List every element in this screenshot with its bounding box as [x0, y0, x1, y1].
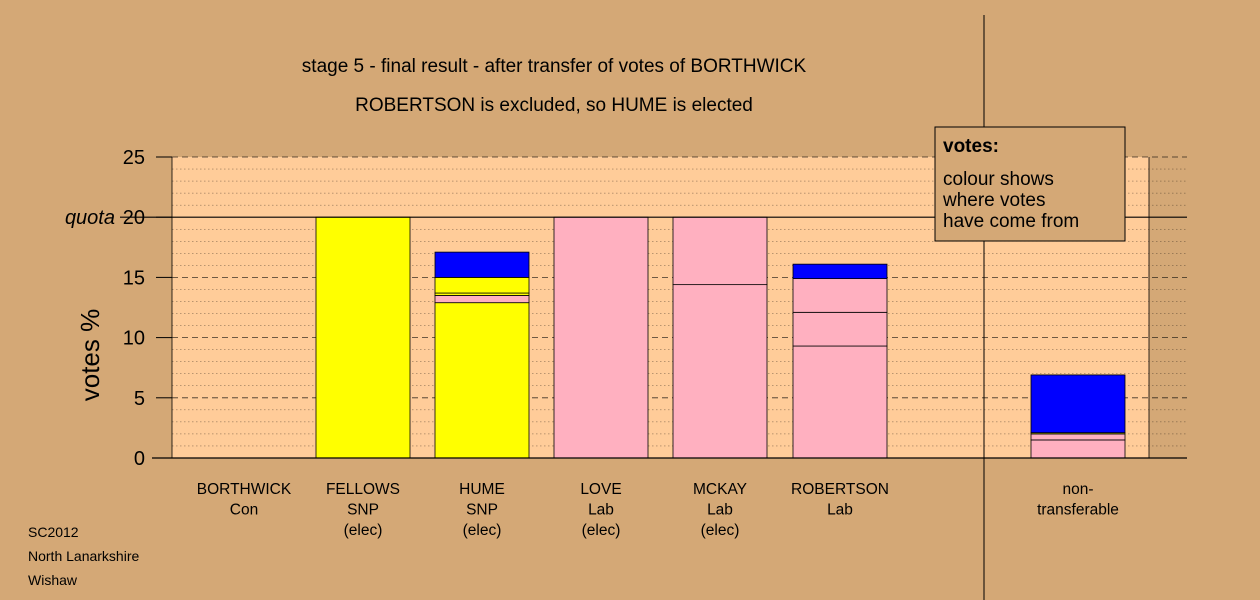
legend-line: where votes	[942, 190, 1045, 211]
bar-segment	[315, 216, 411, 459]
bar-segment	[434, 295, 530, 304]
footer: SC2012 North Lanarkshire Wishaw	[28, 524, 139, 588]
bar-segment	[792, 278, 888, 313]
y-tick-label: 10	[123, 328, 145, 350]
x-tick-label: FELLOWS	[326, 481, 400, 498]
x-tick-label: Lab	[588, 502, 614, 519]
legend: votes: colour shows where votes have com…	[934, 126, 1126, 242]
chart-title: stage 5 - final result - after transfer …	[302, 56, 807, 77]
x-tick-label: (elec)	[344, 522, 383, 539]
y-tick-label: 25	[123, 147, 145, 169]
y-tick-label: 20	[123, 207, 145, 229]
x-tick-label: SNP	[347, 502, 379, 519]
x-tick-label: MCKAY	[693, 481, 747, 498]
x-tick-label: Lab	[827, 502, 853, 519]
x-tick-label: (elec)	[582, 522, 621, 539]
x-tick-label: transferable	[1037, 502, 1119, 519]
bar-segment	[1030, 433, 1126, 441]
bar-segment	[434, 302, 530, 459]
quota-label: quota	[65, 207, 115, 229]
bar-segment	[672, 216, 768, 286]
legend-box	[934, 126, 1126, 242]
footer-line: Wishaw	[28, 572, 78, 588]
bar-segment	[792, 311, 888, 347]
bar-segment	[434, 276, 530, 294]
bar-segment	[792, 263, 888, 280]
footer-line: SC2012	[28, 524, 79, 540]
bar-segment	[1030, 439, 1126, 459]
bar-segment	[1030, 374, 1126, 434]
legend-line: colour shows	[943, 169, 1054, 190]
bars	[315, 216, 1126, 459]
x-tick-label: SNP	[466, 502, 498, 519]
y-axis	[152, 156, 1187, 459]
x-tick-label: Con	[230, 502, 258, 519]
y-tick-label: 15	[123, 267, 145, 289]
x-tick-label: (elec)	[701, 522, 740, 539]
x-tick-label: ROBERTSON	[791, 481, 889, 498]
bar-segment	[553, 216, 649, 459]
x-tick-label: HUME	[459, 481, 505, 498]
legend-title: votes:	[943, 136, 999, 157]
y-axis-label: votes %	[75, 309, 105, 402]
x-tick-label: Lab	[707, 502, 733, 519]
bar-segment	[434, 251, 530, 278]
y-tick-label: 0	[134, 448, 145, 470]
y-tick-label: 5	[134, 388, 145, 410]
y-tick-labels: 0 5 10 15 20 25	[123, 147, 145, 470]
x-tick-labels: BORTHWICK Con FELLOWS SNP (elec) HUME SNP (elec…	[197, 481, 1119, 539]
x-tick-label: BORTHWICK	[197, 481, 292, 498]
x-tick-label: (elec)	[463, 522, 502, 539]
bar-segment	[792, 345, 888, 459]
x-tick-label: non-	[1062, 481, 1093, 498]
bar-segment	[672, 284, 768, 459]
footer-line: North Lanarkshire	[28, 548, 139, 564]
x-tick-label: LOVE	[580, 481, 621, 498]
chart-subtitle: ROBERTSON is excluded, so HUME is electe…	[355, 95, 753, 116]
legend-line: have come from	[943, 211, 1079, 232]
